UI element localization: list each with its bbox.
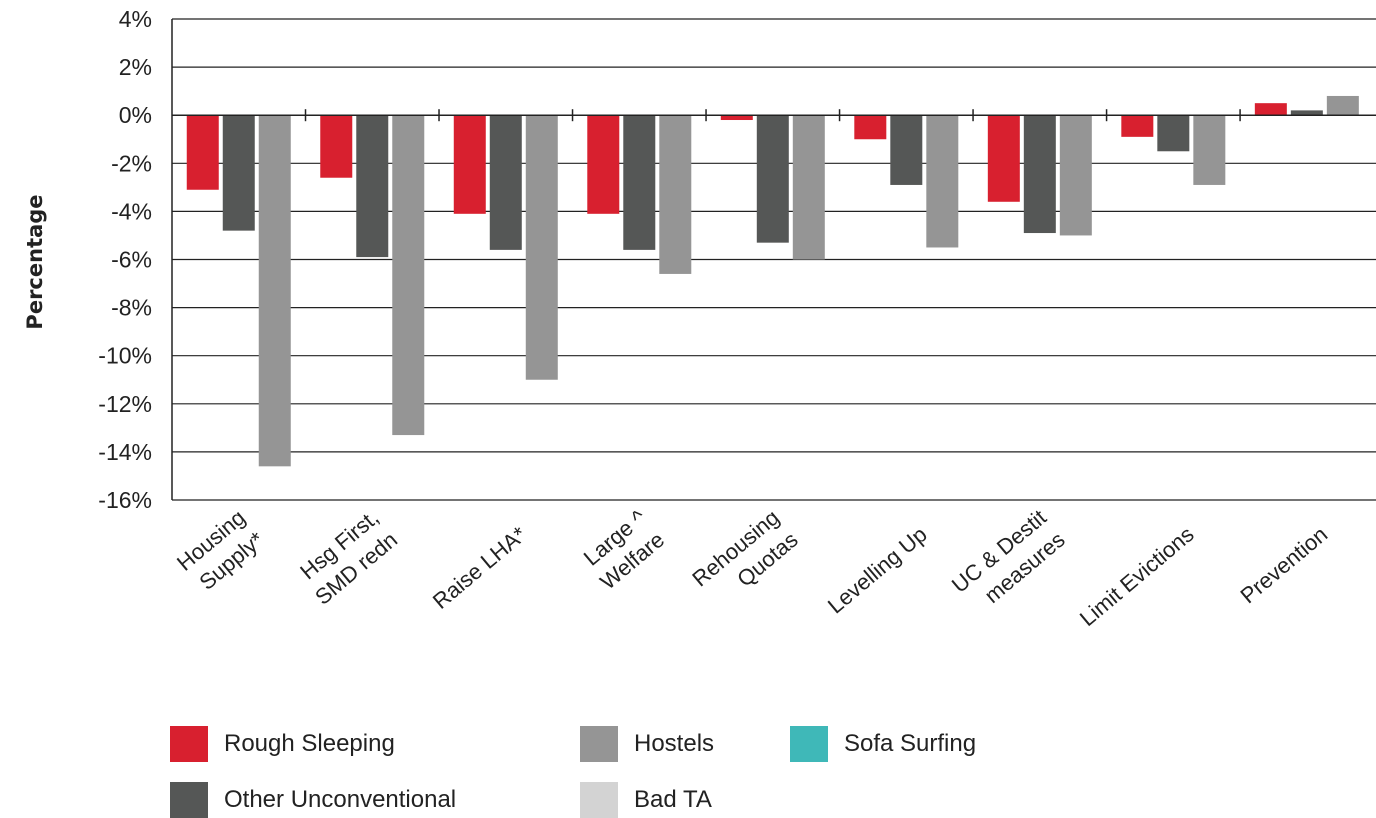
bar bbox=[587, 115, 620, 214]
bar bbox=[186, 115, 219, 190]
bar bbox=[926, 115, 959, 248]
x-tick-label: Raise LHA* bbox=[428, 521, 532, 614]
bar bbox=[1023, 115, 1056, 234]
bar bbox=[720, 115, 753, 121]
y-tick-label: 0% bbox=[119, 102, 152, 128]
legend-label: Rough Sleeping bbox=[224, 730, 395, 757]
x-tick-label: Prevention bbox=[1236, 522, 1333, 609]
bar bbox=[659, 115, 692, 274]
y-tick-labels: -16% -14% -12% -10% -8% -6% -4% -2% 0% 2% 4% bbox=[98, 6, 152, 513]
bar bbox=[792, 115, 825, 260]
x-tick-label: Limit Evictions bbox=[1075, 522, 1199, 632]
x-tick-label: HousingSupply* bbox=[172, 504, 269, 598]
x-tick-label: Levelling Up bbox=[823, 522, 932, 619]
bar bbox=[320, 115, 353, 178]
axes bbox=[171, 19, 1376, 500]
bar bbox=[890, 115, 923, 185]
x-tick-label: Hsg First,SMD redn bbox=[292, 505, 403, 610]
bar bbox=[453, 115, 486, 214]
bar bbox=[392, 115, 425, 436]
y-axis-label: Percentage bbox=[23, 194, 47, 329]
bar bbox=[258, 115, 291, 467]
bar bbox=[222, 115, 255, 231]
legend-label: Other Unconventional bbox=[224, 786, 457, 813]
y-tick-label: 4% bbox=[119, 6, 152, 32]
chart: -16% -14% -12% -10% -8% -6% -4% -2% 0% 2% 4% Housi… bbox=[23, 6, 1376, 631]
bar bbox=[854, 115, 887, 140]
bar bbox=[1059, 115, 1092, 236]
y-tick-label: -10% bbox=[98, 343, 152, 369]
x-tick-label: Large ^Welfare bbox=[577, 504, 670, 594]
x-tick-label: RehousingQuotas bbox=[687, 505, 802, 614]
grid-lines bbox=[172, 18, 1376, 501]
bar bbox=[987, 115, 1020, 202]
y-tick-label: -16% bbox=[98, 487, 152, 513]
legend-item: Sofa Surfing bbox=[790, 726, 976, 762]
legend-label: Sofa Surfing bbox=[844, 730, 977, 757]
x-tick-labels: HousingSupply* Hsg First,SMD redn Raise LH… bbox=[172, 504, 1332, 631]
legend-item: Hostels bbox=[580, 726, 714, 762]
legend-swatch bbox=[170, 782, 208, 818]
y-tick-label: -8% bbox=[111, 295, 152, 321]
bars bbox=[186, 95, 1359, 467]
bar bbox=[489, 115, 522, 250]
bar bbox=[1193, 115, 1226, 185]
bar bbox=[1121, 115, 1154, 137]
x-tick-label: UC & Destitmeasures bbox=[947, 505, 1070, 620]
legend-item: Rough Sleeping bbox=[170, 726, 395, 762]
legend-swatch bbox=[580, 782, 618, 818]
legend-swatch bbox=[170, 726, 208, 762]
bar bbox=[356, 115, 389, 258]
bar bbox=[1157, 115, 1190, 152]
y-tick-label: -4% bbox=[111, 198, 152, 224]
legend-label: Bad TA bbox=[634, 786, 712, 813]
y-tick-label: -12% bbox=[98, 391, 152, 417]
bar bbox=[1290, 110, 1323, 116]
y-tick-label: -2% bbox=[111, 150, 152, 176]
legend-swatch bbox=[790, 726, 828, 762]
legend-label: Hostels bbox=[634, 730, 715, 757]
y-tick-label: -6% bbox=[111, 247, 152, 273]
legend-swatch bbox=[580, 726, 618, 762]
legend: Rough Sleeping Other Unconventional Hostel… bbox=[170, 726, 1070, 818]
y-tick-label: 2% bbox=[119, 54, 152, 80]
bar bbox=[525, 115, 558, 380]
bar bbox=[623, 115, 656, 250]
bar bbox=[1326, 95, 1359, 116]
bar bbox=[756, 115, 789, 243]
legend-item: Bad TA bbox=[580, 782, 712, 818]
legend-item: Other Unconventional bbox=[170, 782, 456, 818]
bar bbox=[1254, 103, 1287, 116]
y-tick-label: -14% bbox=[98, 439, 152, 465]
